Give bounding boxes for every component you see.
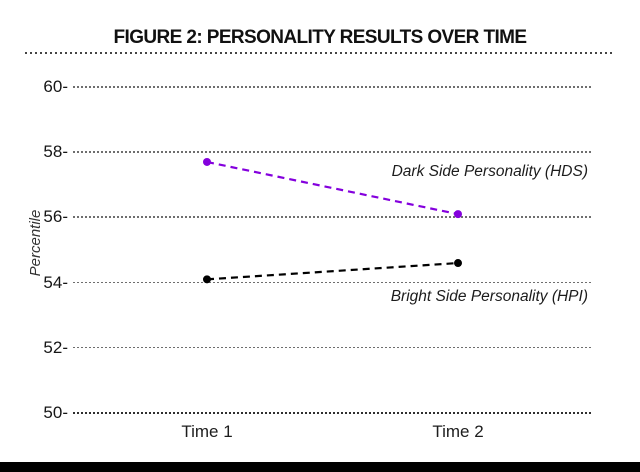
title-separator — [25, 52, 615, 54]
y-tick-label-60: 60- — [43, 77, 68, 96]
gridline-50 — [73, 412, 592, 414]
gridline-52 — [73, 346, 592, 349]
footer-bar — [0, 462, 640, 472]
data-point-s1-1 — [454, 259, 462, 268]
series-line-1 — [206, 261, 459, 281]
x-tick-time-2: Time 2 — [432, 422, 484, 441]
x-tick-time-1: Time 1 — [181, 422, 233, 441]
gridline-60 — [73, 86, 592, 88]
series-label-dark-side: Dark Side Personality (HDS) — [391, 163, 588, 180]
figure-title: FIGURE 2: PERSONALITY RESULTS OVER TIME — [113, 27, 528, 48]
series-label-bright-side: Bright Side Personality (HPI) — [390, 288, 588, 305]
gridline-54 — [73, 281, 592, 284]
data-point-s0-0 — [203, 157, 211, 166]
y-tick-label-58: 58- — [43, 142, 68, 162]
gridline-58 — [73, 151, 592, 153]
y-tick-label-54: 54- — [43, 272, 68, 292]
gridline-56 — [73, 216, 592, 218]
y-tick-label-52: 52- — [43, 337, 68, 357]
y-tick-label-56: 56- — [43, 207, 68, 227]
y-tick-label-50: 50- — [43, 403, 68, 422]
